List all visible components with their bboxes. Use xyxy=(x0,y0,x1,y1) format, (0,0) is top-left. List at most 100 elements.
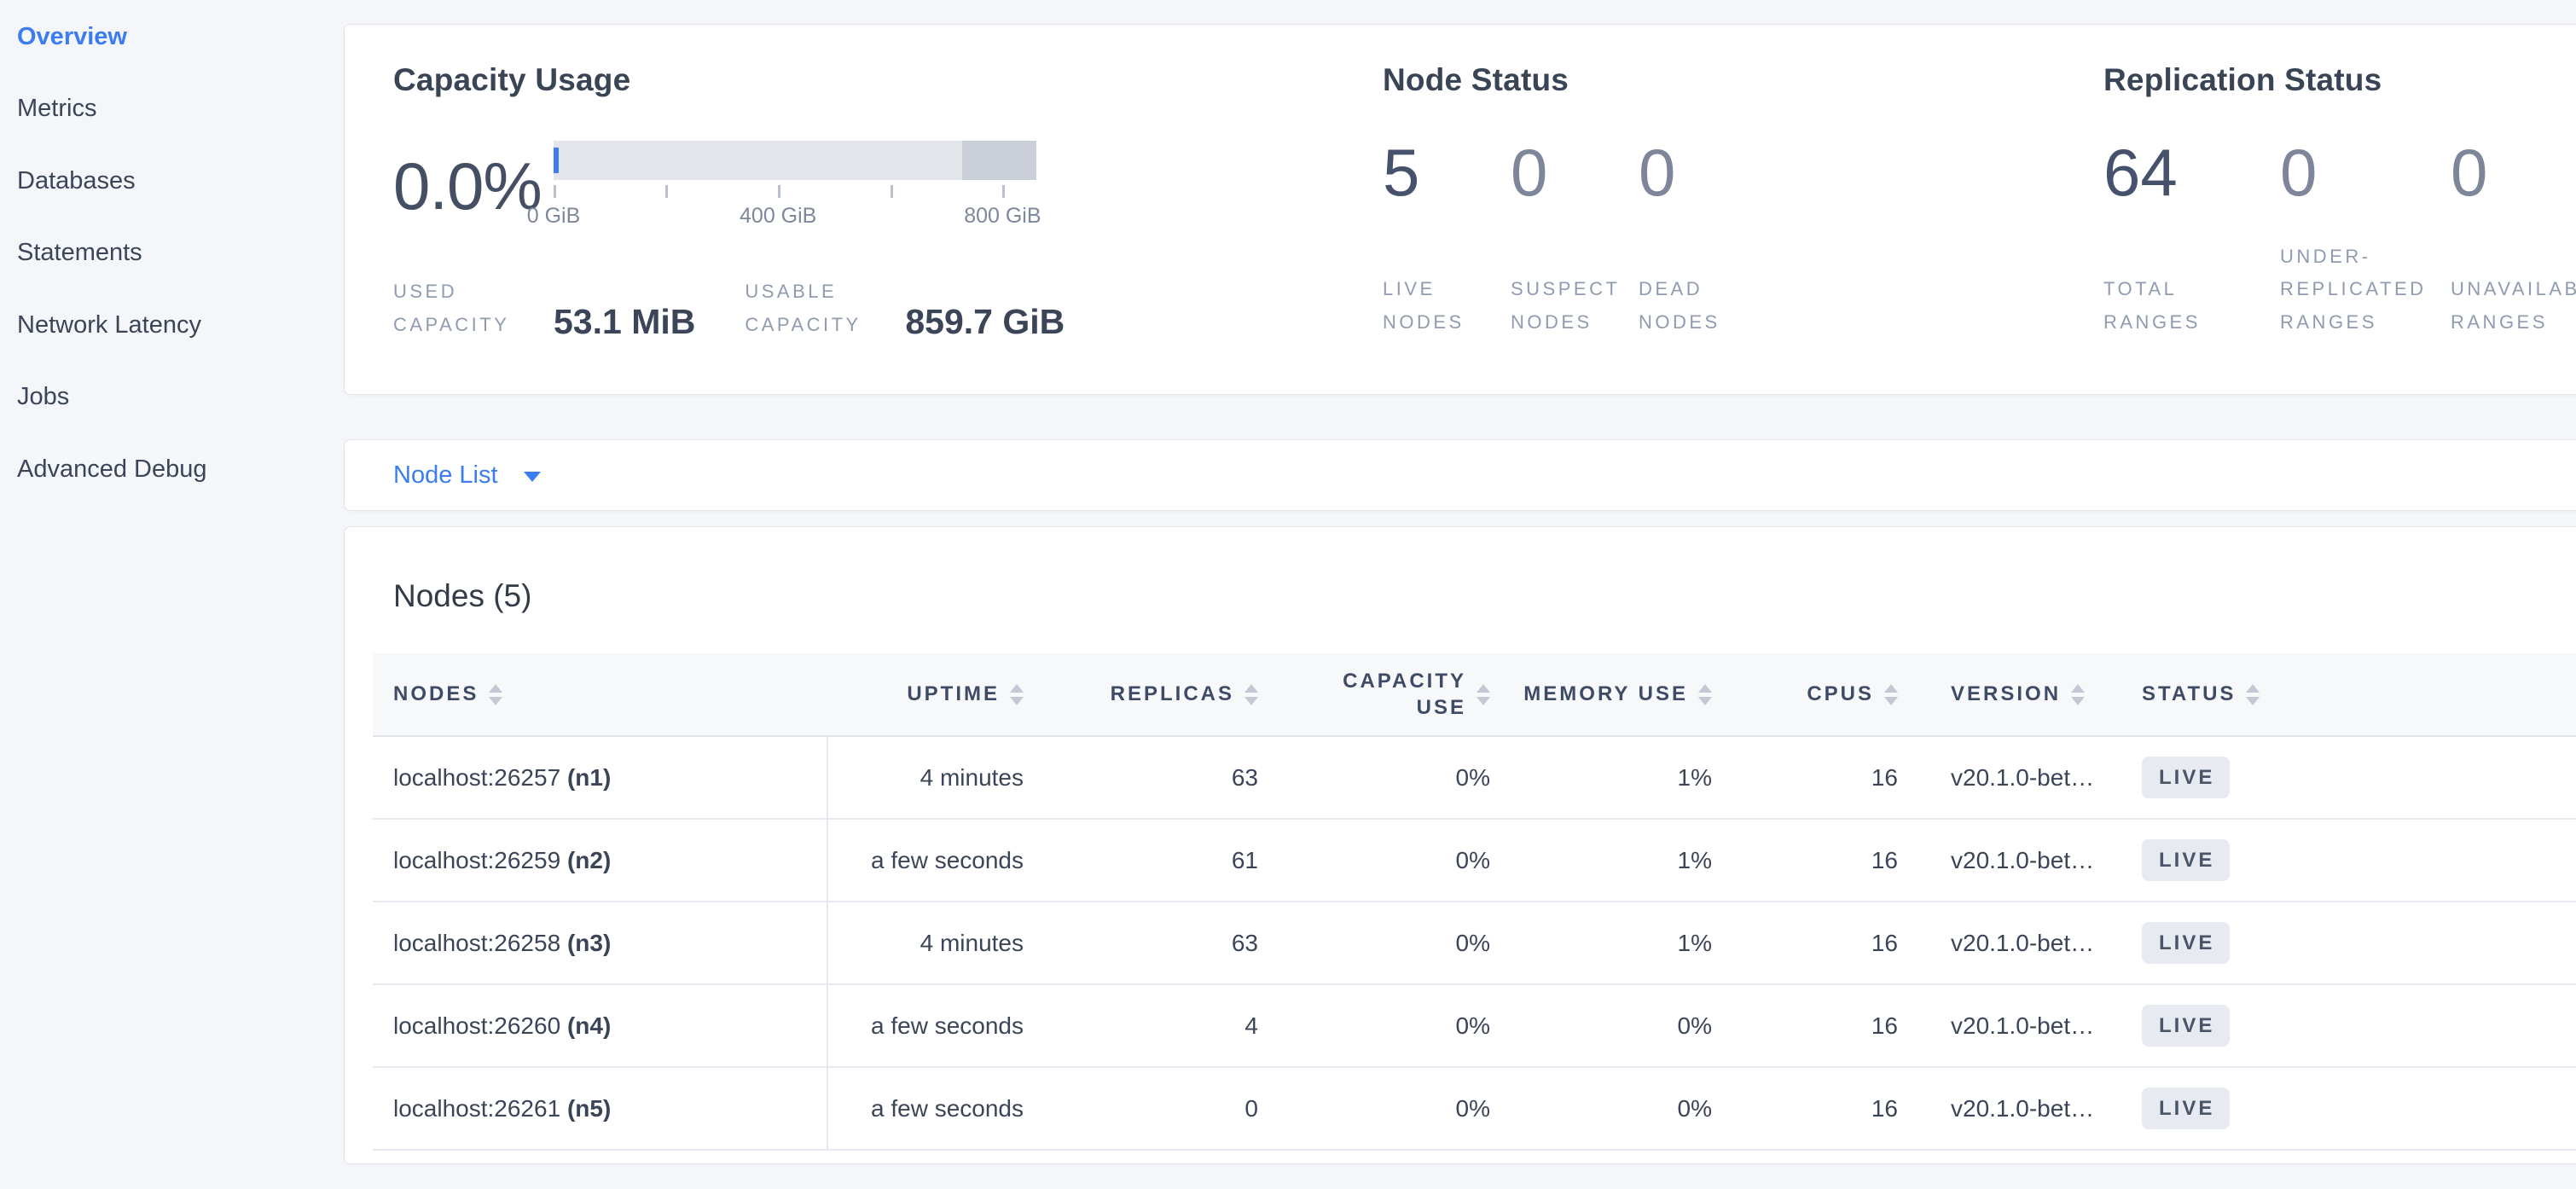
capacity-use-cell: 0% xyxy=(1455,846,1490,873)
live-nodes-stat: 5 Live Nodes xyxy=(1383,139,1511,339)
node-status-section: Node Status 5 Live Nodes 0 Suspect Nodes… xyxy=(1383,62,2103,394)
replicas-cell: 63 xyxy=(1231,929,1258,956)
node-address-link[interactable]: localhost:26261 (n5) xyxy=(393,1094,612,1122)
uptime-cell: 4 minutes xyxy=(920,763,1024,791)
sort-icon xyxy=(1477,683,1490,705)
capacity-usage-title: Capacity Usage xyxy=(393,62,631,97)
memory-use-cell: 0% xyxy=(1677,1094,1712,1122)
version-cell: v20.1.0-bet… xyxy=(1951,1094,2095,1122)
sidebar: Overview Metrics Databases Statements Ne… xyxy=(0,0,344,1189)
version-cell: v20.1.0-bet… xyxy=(1951,763,2095,791)
live-nodes-count: 5 xyxy=(1383,135,1420,210)
nodes-table-body: localhost:26257 (n1) 4 minutes 63 0% 1% … xyxy=(373,737,2576,1151)
node-list-dropdown-card: Node List xyxy=(344,439,2576,511)
sort-icon xyxy=(2246,683,2260,705)
node-address-link[interactable]: localhost:26260 (n4) xyxy=(393,1012,612,1039)
sidebar-item-databases[interactable]: Databases xyxy=(17,166,136,194)
nodes-table: Nodes Uptime Replicas Capacity Use xyxy=(373,653,2576,1151)
sidebar-item-network-latency[interactable]: Network Latency xyxy=(17,310,201,339)
chevron-down-icon xyxy=(523,472,541,482)
dead-nodes-stat: 0 Dead Nodes xyxy=(1639,139,1784,339)
memory-use-cell: 0% xyxy=(1677,1012,1712,1039)
capacity-bar-track xyxy=(554,141,1036,180)
unavailable-ranges-stat: 0 Unavailable Ranges xyxy=(2451,139,2576,339)
main-content: Capacity Usage 0.0% 0 GiB 400 Gi xyxy=(344,0,2576,1189)
uptime-cell: a few seconds xyxy=(871,1012,1024,1039)
version-cell: v20.1.0-bet… xyxy=(1951,929,2095,956)
column-header-memory-use[interactable]: Memory Use xyxy=(1504,681,1726,707)
replicas-cell: 61 xyxy=(1231,846,1258,873)
under-replicated-ranges-count: 0 xyxy=(2280,135,2318,210)
node-address-link[interactable]: localhost:26257 (n1) xyxy=(393,763,612,791)
capacity-bar-used-segment xyxy=(554,148,559,173)
table-row: localhost:26261 (n5) a few seconds 0 0% … xyxy=(373,1068,2576,1151)
column-header-version[interactable]: Version xyxy=(1912,681,2115,707)
axis-label-800gib: 800 GiB xyxy=(964,204,1041,228)
unavailable-ranges-count: 0 xyxy=(2451,135,2488,210)
sort-icon xyxy=(1884,683,1898,705)
memory-use-cell: 1% xyxy=(1677,846,1712,873)
suspect-nodes-label: Suspect Nodes xyxy=(1511,278,1621,333)
axis-label-0gib: 0 GiB xyxy=(526,204,581,228)
version-cell: v20.1.0-bet… xyxy=(1951,1012,2095,1039)
capacity-stats: Used Capacity 53.1 MiB Usable Capacity 8… xyxy=(393,276,1383,341)
sidebar-item-metrics[interactable]: Metrics xyxy=(17,95,97,123)
replicas-cell: 0 xyxy=(1244,1094,1258,1122)
sidebar-item-statements[interactable]: Statements xyxy=(17,239,142,267)
capacity-usage-chart: 0 GiB 400 GiB 800 GiB xyxy=(527,141,1041,228)
sort-icon xyxy=(489,683,503,705)
node-address-link[interactable]: localhost:26259 (n2) xyxy=(393,846,612,873)
table-row: localhost:26257 (n1) 4 minutes 63 0% 1% … xyxy=(373,737,2576,820)
replication-status-section: Replication Status 64 Total Ranges 0 Und… xyxy=(2103,62,2576,394)
replication-status-title: Replication Status xyxy=(2103,62,2382,97)
total-ranges-count: 64 xyxy=(2103,135,2178,210)
replicas-cell: 63 xyxy=(1231,763,1258,791)
capacity-use-cell: 0% xyxy=(1455,763,1490,791)
usable-capacity-value: 859.7 GiB xyxy=(905,302,1065,341)
status-badge: LIVE xyxy=(2142,1088,2231,1129)
column-header-status[interactable]: Status xyxy=(2115,681,2576,707)
column-header-cpus[interactable]: CPUs xyxy=(1726,681,1912,707)
sidebar-item-overview[interactable]: Overview xyxy=(17,23,127,50)
capacity-bar-other-segment xyxy=(962,141,1036,180)
table-row: localhost:26258 (n3) 4 minutes 63 0% 1% … xyxy=(373,902,2576,985)
suspect-nodes-stat: 0 Suspect Nodes xyxy=(1511,139,1639,339)
table-row: localhost:26259 (n2) a few seconds 61 0%… xyxy=(373,820,2576,902)
memory-use-cell: 1% xyxy=(1677,763,1712,791)
column-header-uptime[interactable]: Uptime xyxy=(828,681,1037,707)
nodes-table-card: Nodes (5) Nodes Uptime Replicas xyxy=(344,526,2576,1164)
capacity-use-cell: 0% xyxy=(1455,1094,1490,1122)
column-header-capacity-use[interactable]: Capacity Use xyxy=(1272,668,1504,721)
status-badge: LIVE xyxy=(2142,757,2231,798)
dead-nodes-label: Dead Nodes xyxy=(1639,278,1720,333)
capacity-use-cell: 0% xyxy=(1455,929,1490,956)
cpus-cell: 16 xyxy=(1871,1094,1898,1122)
sort-icon xyxy=(1698,683,1712,705)
cpus-cell: 16 xyxy=(1871,929,1898,956)
uptime-cell: a few seconds xyxy=(871,1094,1024,1122)
node-status-title: Node Status xyxy=(1383,62,1569,97)
under-replicated-ranges-label: Under-replicated Ranges xyxy=(2280,245,2427,333)
live-nodes-label: Live Nodes xyxy=(1383,278,1465,333)
column-header-replicas[interactable]: Replicas xyxy=(1037,681,1272,707)
total-ranges-label: Total Ranges xyxy=(2103,278,2201,333)
status-badge: LIVE xyxy=(2142,922,2231,964)
sidebar-item-advanced-debug[interactable]: Advanced Debug xyxy=(17,455,207,483)
node-address-link[interactable]: localhost:26258 (n3) xyxy=(393,929,612,956)
cpus-cell: 16 xyxy=(1871,1012,1898,1039)
memory-use-cell: 1% xyxy=(1677,929,1712,956)
uptime-cell: a few seconds xyxy=(871,846,1024,873)
cluster-summary-card: Capacity Usage 0.0% 0 GiB 400 Gi xyxy=(344,24,2576,395)
column-header-nodes[interactable]: Nodes xyxy=(373,653,828,735)
sort-icon xyxy=(1244,683,1258,705)
capacity-axis-labels: 0 GiB 400 GiB 800 GiB xyxy=(527,204,1041,228)
under-replicated-ranges-stat: 0 Under-replicated Ranges xyxy=(2280,139,2451,339)
sort-icon xyxy=(2071,683,2086,705)
node-list-dropdown[interactable]: Node List xyxy=(393,461,541,490)
cpus-cell: 16 xyxy=(1871,763,1898,791)
used-capacity-label: Used Capacity xyxy=(393,281,510,335)
version-cell: v20.1.0-bet… xyxy=(1951,846,2095,873)
sidebar-item-jobs[interactable]: Jobs xyxy=(17,383,70,411)
capacity-used-percent: 0.0% xyxy=(393,148,542,223)
